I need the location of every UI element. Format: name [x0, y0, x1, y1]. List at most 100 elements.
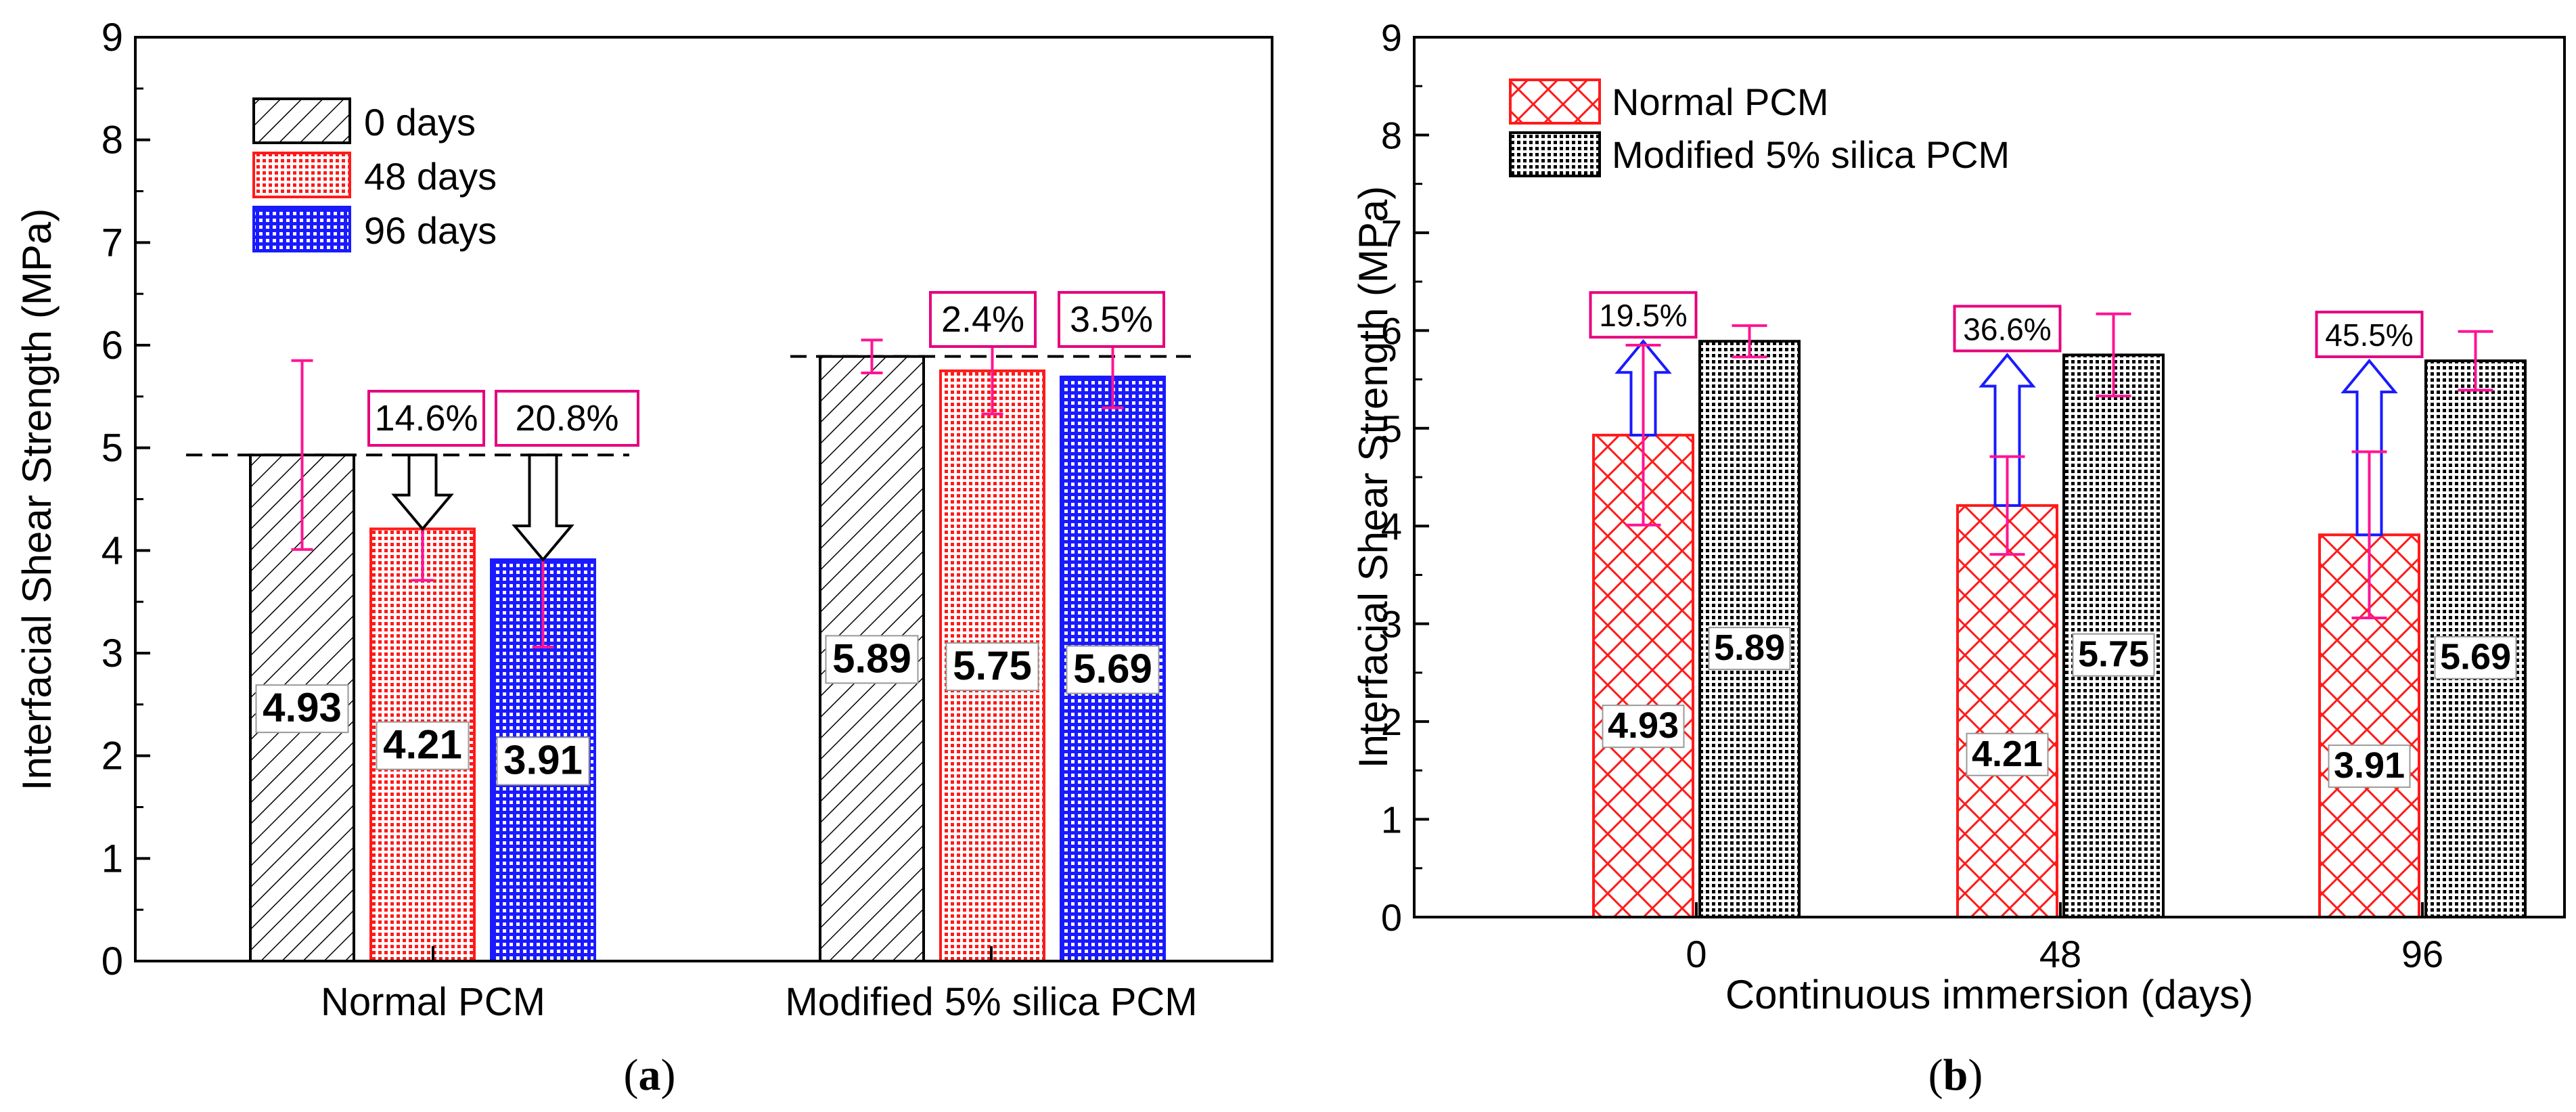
chart-b-x-tick-label-1: 48 [2039, 933, 2081, 975]
chart-b-bar-1-0 [1956, 504, 2058, 918]
chart-b-x-tick-label-0: 0 [1686, 933, 1707, 975]
chart-b-y-tick-label-9: 9 [1381, 16, 1402, 59]
chart-b-value-label-box-2-1 [2434, 636, 2517, 680]
chart-b-legend: Normal PCM Modified 5% silica PCM [1509, 79, 2010, 177]
chart-b-annotation-box-0 [1589, 291, 1698, 339]
chart-b-panel-label: (b) [1928, 1050, 1983, 1100]
chart-a-y-axis-label: Interfacial Shear Strength (MPa) [14, 208, 60, 791]
chart-b-legend-swatch-0 [1509, 79, 1601, 125]
chart-b-y-tick-label-1: 1 [1381, 799, 1402, 841]
chart-a-arrows [391, 453, 574, 562]
chart-a-annotation-1: 20.8% [515, 398, 618, 439]
chart-a-legend-item-0: 0 days [252, 97, 476, 144]
chart-b-y-tick-label-2: 2 [1381, 700, 1402, 743]
chart-a-value-label-box-0-2 [496, 736, 590, 786]
chart-a-y-ticks: 0 1 2 3 4 5 6 7 8 9 [101, 16, 150, 983]
chart-b-value-label-0-0: 4.93 [1608, 705, 1679, 746]
chart-b-y-tick-label-0: 0 [1381, 896, 1402, 939]
chart-b-legend-item-1: Modified 5% silica PCM [1509, 131, 2010, 177]
chart-a-legend-swatch-1 [252, 152, 351, 198]
chart-a-arrow-0-2 [512, 453, 574, 562]
chart-a-annotation-box-3 [1058, 291, 1165, 348]
chart-b-value-label-0-1: 5.89 [1714, 627, 1785, 668]
chart-a-panel-label: (a) [624, 1050, 676, 1100]
chart-b-arrow-1 [1979, 353, 2036, 507]
chart-b-arrow-2 [2341, 358, 2398, 537]
chart-a-annotation-0: 14.6% [374, 398, 478, 439]
chart-a-legend-swatch-0 [252, 97, 351, 144]
chart-a-legend-label-0: 0 days [364, 101, 476, 143]
chart-a-annotation-3: 3.5% [1070, 299, 1153, 340]
chart-a-value-labels: 4.93 5.89 4.21 5.75 3.91 5.69 [255, 635, 1160, 786]
chart-a-y-tick-label-4: 4 [101, 529, 123, 573]
chart-a-arrow-0-1 [391, 453, 454, 531]
chart-a-value-label-1-1: 5.75 [953, 643, 1032, 688]
chart-b-y-tick-label-6: 6 [1381, 309, 1402, 352]
chart-b-value-label-box-1-1 [2072, 633, 2155, 677]
chart-a-x-ticks: Normal PCM Modified 5% silica PCM [321, 946, 1198, 1024]
chart-a-annotation-box-1 [495, 390, 639, 447]
chart-b: 0 1 2 3 4 5 6 7 8 9 0 48 96 4.93 4.21 3.91 5.89 5.75 5.6… [1351, 16, 2566, 1100]
chart-a-y-tick-label-8: 8 [101, 118, 123, 162]
chart-a-panel-letter: a [639, 1050, 661, 1100]
chart-b-value-label-2-1: 5.69 [2440, 637, 2511, 677]
chart-b-value-label-1-1: 5.75 [2078, 634, 2149, 675]
chart-a-y-tick-label-0: 0 [101, 939, 123, 983]
chart-a-y-tick-label-1: 1 [101, 837, 123, 881]
chart-b-value-label-box-2-0 [2328, 744, 2411, 788]
chart-a-annotation-box-2 [929, 291, 1037, 348]
chart-a-annotations: 14.6% 20.8% 2.4% 3.5% [367, 291, 1165, 447]
chart-b-annotation-0: 19.5% [1599, 298, 1687, 333]
chart-a-y-tick-label-7: 7 [101, 221, 123, 265]
chart-a-x-tick-label-0: Normal PCM [321, 980, 545, 1024]
chart-a-value-label-box-0-0 [255, 684, 349, 734]
chart-a-value-label-box-1-2 [1066, 645, 1160, 694]
chart-a-legend-item-1: 48 days [252, 152, 497, 198]
chart-a-value-label-0-1: 4.21 [383, 722, 462, 768]
chart-b-y-axis-label: Interfacial Shear Strength (MPa) [1351, 186, 1396, 768]
chart-a-legend-item-2: 96 days [252, 206, 497, 252]
chart-a-annotation-2: 2.4% [941, 299, 1024, 340]
chart-b-value-label-box-0-1 [1708, 627, 1791, 671]
chart-a-value-label-0-2: 3.91 [503, 737, 583, 782]
chart-a-value-label-box-1-0 [825, 635, 919, 684]
chart-a: 0 1 2 3 4 5 6 7 8 9 Normal PCM Modified 5% silica … [14, 16, 1273, 1100]
chart-a-annotation-box-0 [367, 390, 485, 447]
chart-b-legend-label-0: Normal PCM [1612, 81, 1828, 123]
chart-a-value-label-box-0-1 [376, 721, 470, 770]
chart-a-value-label-box-1-1 [945, 642, 1039, 691]
chart-a-x-tick-label-1: Modified 5% silica PCM [785, 980, 1197, 1024]
chart-b-error-bars [1625, 312, 2493, 619]
chart-b-value-label-2-0: 3.91 [2334, 745, 2405, 786]
chart-b-annotation-2: 45.5% [2325, 317, 2413, 353]
chart-b-annotation-1: 36.6% [1963, 311, 2051, 347]
chart-b-y-tick-label-7: 7 [1381, 212, 1402, 254]
chart-a-value-label-0-0: 4.93 [263, 685, 342, 730]
chart-b-x-tick-label-2: 96 [2401, 933, 2443, 975]
chart-a-legend-label-2: 96 days [364, 209, 497, 252]
chart-b-legend-swatch-1 [1509, 131, 1601, 177]
chart-b-annotations: 19.5% 36.6% 45.5% [1589, 291, 2424, 359]
chart-b-legend-label-1: Modified 5% silica PCM [1612, 133, 2010, 176]
chart-b-panel-letter: b [1943, 1050, 1968, 1100]
chart-b-legend-item-0: Normal PCM [1509, 79, 1828, 125]
chart-a-y-tick-label-2: 2 [101, 734, 123, 778]
chart-a-value-label-1-0: 5.89 [832, 636, 911, 681]
chart-a-y-tick-label-6: 6 [101, 324, 123, 368]
chart-a-legend-swatch-2 [252, 206, 351, 252]
chart-b-value-label-1-0: 4.21 [1972, 734, 2043, 774]
chart-a-value-label-1-2: 5.69 [1073, 646, 1152, 692]
chart-b-x-axis-label: Continuous immersion (days) [1725, 972, 2253, 1017]
chart-b-y-tick-label-3: 3 [1381, 603, 1402, 646]
chart-b-annotation-box-1 [1953, 305, 2062, 353]
chart-b-annotation-box-2 [2315, 311, 2424, 359]
chart-b-y-ticks: 0 1 2 3 4 5 6 7 8 9 [1381, 16, 1429, 939]
chart-b-value-labels: 4.93 4.21 3.91 5.89 5.75 5.69 [1602, 627, 2517, 788]
chart-b-y-tick-label-4: 4 [1381, 505, 1402, 548]
chart-b-y-tick-label-5: 5 [1381, 407, 1402, 450]
chart-b-y-tick-label-8: 8 [1381, 114, 1402, 156]
chart-a-y-tick-label-3: 3 [101, 631, 123, 675]
chart-a-y-tick-label-9: 9 [101, 16, 123, 60]
chart-b-x-ticks: 0 48 96 [1686, 902, 2443, 975]
